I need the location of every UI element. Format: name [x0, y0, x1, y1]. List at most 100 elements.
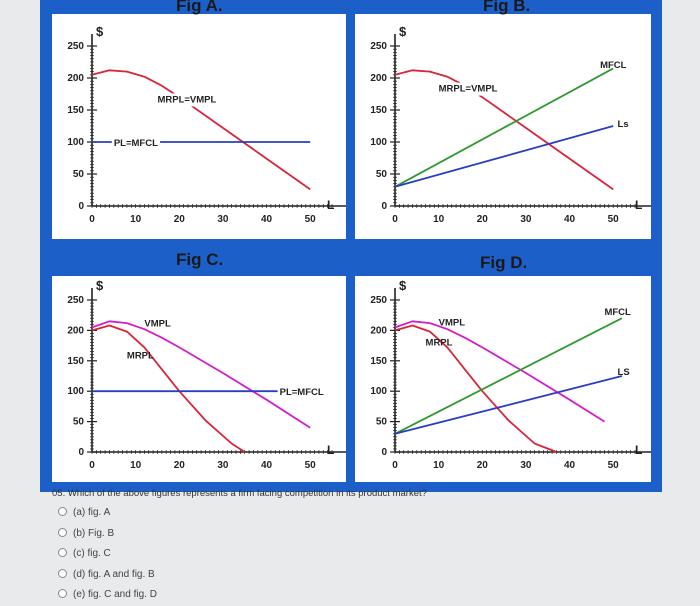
x-tick-label: 50	[305, 460, 317, 471]
curve-label: MFCL	[604, 307, 631, 318]
curve-label: Ls	[618, 119, 629, 130]
x-tick-label: 50	[305, 214, 317, 225]
y-tick-label: 100	[67, 137, 84, 148]
x-tick-label: 40	[564, 214, 576, 225]
option-e-label: (e) fig. C and fig. D	[73, 589, 157, 600]
y-tick-label: 150	[370, 356, 387, 367]
curve-label: VMPL	[439, 317, 466, 328]
radio-icon[interactable]	[58, 507, 67, 516]
x-tick-label: 40	[564, 460, 576, 471]
y-tick-label: 250	[67, 41, 84, 52]
y-tick-label: 0	[381, 447, 387, 458]
option-d-label: (d) fig. A and fig. B	[73, 569, 155, 580]
x-axis-label: L	[327, 198, 334, 212]
curve-label: MRPL=VMPL	[439, 84, 498, 95]
x-axis-label: L	[635, 443, 642, 457]
y-tick-label: 50	[376, 417, 388, 428]
x-tick-label: 0	[392, 214, 398, 225]
y-axis-label: $	[96, 278, 104, 293]
radio-icon[interactable]	[58, 548, 67, 557]
curve-label-bg	[436, 82, 500, 96]
radio-icon[interactable]	[58, 569, 67, 578]
curve-label-bg	[155, 93, 219, 107]
y-tick-label: 50	[376, 169, 388, 180]
y-tick-label: 50	[73, 169, 85, 180]
series-line-mrpl-vmpl	[91, 69, 311, 191]
x-tick-label: 0	[392, 460, 398, 471]
y-tick-label: 100	[370, 386, 387, 397]
series-line-mfcl	[394, 67, 614, 188]
y-tick-label: 0	[78, 201, 84, 212]
fig-d-chart: 0 10 20 30 40 50 0 50 100 150 200 250 $ L VMPL MRPL MFCL…	[370, 278, 651, 471]
curve-label-bg	[111, 137, 161, 150]
y-tick-label: 200	[370, 325, 387, 336]
question-text: 05. Which of the above figures represent…	[52, 488, 427, 499]
x-axis-label: L	[327, 443, 334, 457]
x-tick-label: 50	[608, 214, 620, 225]
x-tick-label: 20	[174, 214, 186, 225]
curve-label: PL=MFCL	[114, 138, 158, 149]
x-tick-label: 30	[520, 460, 532, 471]
radio-icon[interactable]	[58, 589, 67, 598]
series-line-vmpl	[91, 320, 311, 429]
y-axis-label: $	[96, 24, 104, 39]
y-tick-label: 250	[67, 295, 84, 306]
x-axis-label: L	[635, 198, 642, 212]
x-tick-label: 40	[261, 460, 273, 471]
y-axis-label: $	[399, 24, 407, 39]
y-tick-label: 250	[370, 41, 387, 52]
x-tick-label: 0	[89, 214, 95, 225]
option-c-label: (c) fig. C	[73, 548, 111, 559]
fig-c-chart: 0 10 20 30 40 50 0 50 100 150 200 250 $ L VMPL MRPL PL=M…	[67, 278, 346, 471]
x-tick-label: 20	[174, 460, 186, 471]
x-tick-label: 10	[433, 214, 445, 225]
fig-b-title: Fig B.	[483, 0, 531, 15]
curve-label: MRPL	[426, 337, 453, 348]
curve-label: MRPL	[127, 351, 154, 362]
series-line-mrpl	[394, 324, 557, 453]
fig-b-panel: 0 10 20 30 40 50 0 50 100 150 200 250 $ L MRPL=VMPL MFC…	[355, 14, 651, 239]
y-tick-label: 50	[73, 417, 85, 428]
y-tick-label: 250	[370, 295, 387, 306]
y-tick-label: 0	[381, 201, 387, 212]
fig-d-panel: 0 10 20 30 40 50 0 50 100 150 200 250 $ L VMPL MRPL MFCL…	[355, 276, 651, 482]
x-tick-label: 10	[130, 460, 142, 471]
x-tick-label: 10	[433, 460, 445, 471]
x-tick-label: 30	[520, 214, 532, 225]
y-tick-label: 100	[67, 386, 84, 397]
x-tick-label: 0	[89, 460, 95, 471]
y-tick-label: 200	[370, 73, 387, 84]
series-line-ls	[394, 375, 623, 435]
y-tick-label: 150	[67, 105, 84, 116]
option-b-label: (b) Fig. B	[73, 528, 115, 539]
curve-label: LS	[618, 367, 630, 378]
fig-c-panel: 0 10 20 30 40 50 0 50 100 150 200 250 $ L VMPL MRPL PL=M…	[52, 276, 346, 482]
curve-label: PL=MFCL	[280, 387, 324, 398]
option-c[interactable]: (c) fig. C	[58, 548, 111, 559]
y-tick-label: 0	[78, 447, 84, 458]
fig-a-title: Fig A.	[176, 0, 223, 15]
radio-icon[interactable]	[58, 528, 67, 537]
curve-label: VMPL	[144, 318, 171, 329]
x-tick-label: 40	[261, 214, 273, 225]
option-e[interactable]: (e) fig. C and fig. D	[58, 589, 157, 600]
curve-label: MFCL	[600, 60, 627, 71]
curve-label: MRPL=VMPL	[157, 94, 216, 105]
y-tick-label: 150	[67, 356, 84, 367]
y-tick-label: 150	[370, 105, 387, 116]
option-a-label: (a) fig. A	[73, 507, 111, 518]
y-tick-label: 100	[370, 137, 387, 148]
option-d[interactable]: (d) fig. A and fig. B	[58, 569, 155, 580]
series-line-mfcl	[394, 317, 623, 435]
x-tick-label: 20	[477, 460, 489, 471]
fig-d-title: Fig D.	[480, 253, 528, 272]
y-tick-label: 200	[67, 325, 84, 336]
x-tick-label: 20	[477, 214, 489, 225]
option-a[interactable]: (a) fig. A	[58, 507, 110, 518]
series-line-mrpl-vmpl	[394, 69, 614, 191]
option-b[interactable]: (b) Fig. B	[58, 528, 114, 539]
y-tick-label: 200	[67, 73, 84, 84]
x-tick-label: 30	[217, 214, 229, 225]
fig-a-panel: 0 10 20 30 40 50 0 50 100 150 200 250 $ L MRPL=VMPL PL=…	[52, 14, 346, 239]
series-line-mrpl	[91, 324, 246, 453]
